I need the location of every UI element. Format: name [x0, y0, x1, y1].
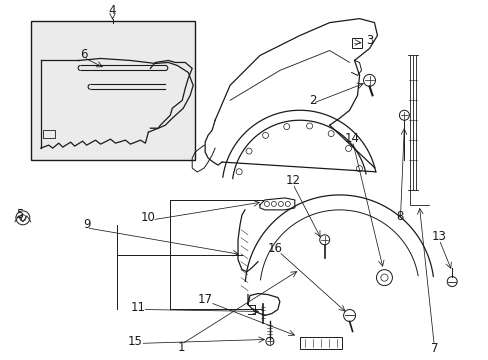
- Text: 2: 2: [308, 94, 316, 107]
- Text: 17: 17: [197, 293, 212, 306]
- Text: 1: 1: [177, 341, 184, 354]
- Text: 4: 4: [108, 4, 116, 17]
- Bar: [31, 21, 195, 160]
- Bar: [42, 130, 55, 138]
- Text: 6: 6: [80, 48, 87, 61]
- Text: 15: 15: [128, 335, 142, 348]
- Text: 12: 12: [285, 175, 300, 188]
- Text: 11: 11: [131, 301, 145, 314]
- Text: 7: 7: [429, 342, 437, 355]
- Text: 13: 13: [431, 230, 446, 243]
- Text: 16: 16: [267, 242, 282, 255]
- Text: 5: 5: [16, 208, 23, 221]
- Text: 8: 8: [396, 210, 403, 223]
- Text: 9: 9: [82, 218, 90, 231]
- Text: 3: 3: [365, 34, 372, 47]
- Bar: [351, 37, 361, 48]
- Bar: [299, 337, 341, 349]
- Text: 14: 14: [345, 132, 359, 145]
- Text: 10: 10: [141, 211, 156, 224]
